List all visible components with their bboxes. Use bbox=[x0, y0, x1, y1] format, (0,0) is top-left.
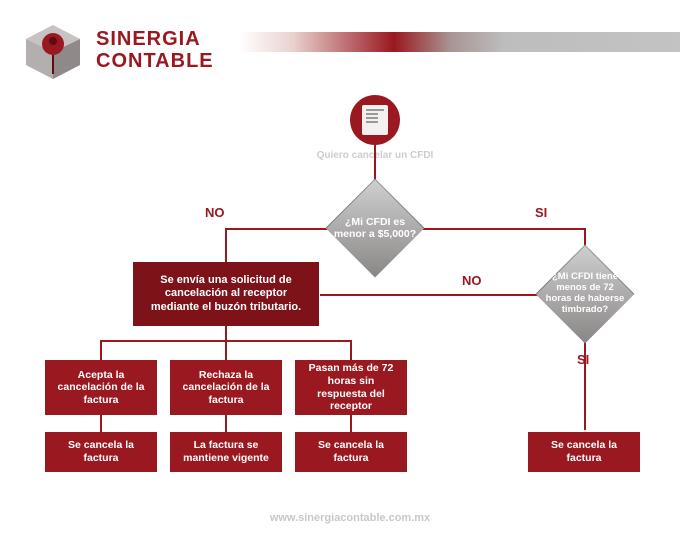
node-send-request: Se envía una solicitud de cancelación al… bbox=[133, 262, 319, 326]
brand-line2: CONTABLE bbox=[96, 50, 214, 73]
node-cancel-2: Se cancela la factura bbox=[295, 432, 407, 472]
connector bbox=[225, 228, 335, 230]
footer-url: www.sinergiacontable.com.mx bbox=[0, 512, 700, 524]
header-gradient-bar bbox=[240, 32, 680, 52]
flowchart-canvas: SINERGIA CONTABLE Quiero cancelar un CFD… bbox=[0, 0, 700, 541]
node-reject: Rechaza la cancelación de la factura bbox=[170, 360, 282, 415]
decision-amount: ¿Mi CFDI es menor a $5,000? bbox=[325, 178, 425, 278]
connector bbox=[320, 294, 540, 296]
edge-si-1: SI bbox=[535, 205, 547, 220]
connector bbox=[350, 340, 352, 360]
connector bbox=[100, 340, 102, 360]
node-cancel-3: Se cancela la factura bbox=[528, 432, 640, 472]
edge-si-2: SI bbox=[577, 352, 589, 367]
connector bbox=[350, 415, 352, 433]
document-icon bbox=[362, 105, 388, 135]
connector bbox=[225, 228, 227, 263]
node-timeout: Pasan más de 72 horas sin respuesta del … bbox=[295, 360, 407, 415]
node-keep: La factura se mantiene vigente bbox=[170, 432, 282, 472]
decision-hours: ¿Mi CFDI tiene menos de 72 horas de habe… bbox=[535, 244, 635, 344]
connector bbox=[100, 415, 102, 433]
hexagon-logo-icon bbox=[18, 22, 88, 82]
connector bbox=[416, 228, 586, 230]
brand-logo: SINERGIA CONTABLE bbox=[18, 22, 228, 78]
decision-amount-label: ¿Mi CFDI es menor a $5,000? bbox=[325, 178, 425, 278]
connector bbox=[225, 340, 227, 360]
connector bbox=[225, 415, 227, 433]
edge-no-2: NO bbox=[462, 273, 482, 288]
node-accept: Acepta la cancelación de la factura bbox=[45, 360, 157, 415]
node-cancel-1: Se cancela la factura bbox=[45, 432, 157, 472]
decision-hours-label: ¿Mi CFDI tiene menos de 72 horas de habe… bbox=[535, 244, 635, 344]
start-caption: Quiero cancelar un CFDI bbox=[315, 150, 435, 162]
edge-no-1: NO bbox=[205, 205, 225, 220]
connector bbox=[225, 326, 227, 340]
brand-line1: SINERGIA bbox=[96, 28, 201, 51]
start-node bbox=[350, 95, 400, 145]
